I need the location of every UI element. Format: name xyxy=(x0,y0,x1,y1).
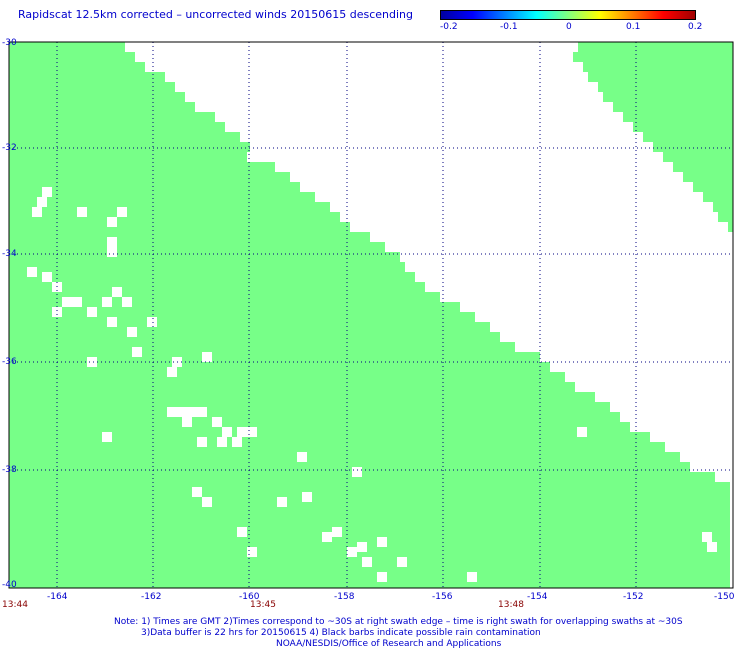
note-line: Note: 1) Times are GMT 2)Times correspon… xyxy=(114,617,683,627)
gap-cell xyxy=(237,527,247,537)
lat-label: -34 xyxy=(2,249,17,259)
gap-cell xyxy=(122,297,132,307)
gap-cell xyxy=(397,557,407,567)
gap-cell xyxy=(707,542,717,552)
gap-cell xyxy=(197,437,207,447)
gap-cell xyxy=(332,527,342,537)
gap-cell xyxy=(347,547,357,557)
gap-cell xyxy=(202,497,212,507)
gap-cell xyxy=(202,352,212,362)
gap-cell xyxy=(37,197,47,207)
colorbar-tick-label: 0 xyxy=(566,22,572,32)
note-line: 3)Data buffer is 22 hrs for 20150615 4) … xyxy=(141,628,541,638)
lon-label: -156 xyxy=(432,592,453,602)
time-label: 13:48 xyxy=(498,600,524,610)
gap-cell xyxy=(247,547,257,557)
gap-cell xyxy=(147,317,157,327)
gap-cell xyxy=(222,427,232,437)
gap-cell xyxy=(232,437,242,447)
colorbar-legend xyxy=(440,10,696,20)
gap-cell xyxy=(577,427,587,437)
note-line: NOAA/NESDIS/Office of Research and Appli… xyxy=(276,639,502,649)
lon-label: -158 xyxy=(334,592,355,602)
gap-cell xyxy=(107,237,117,247)
colorbar-tick-label: 0.1 xyxy=(626,22,641,32)
gap-cell xyxy=(357,542,367,552)
lat-label: -40 xyxy=(2,580,17,590)
gap-cell xyxy=(177,407,187,417)
lat-label: -30 xyxy=(2,38,17,48)
gap-cell xyxy=(702,532,712,542)
lon-label: -150 xyxy=(714,592,735,602)
gap-cell xyxy=(62,297,72,307)
gap-cell xyxy=(167,367,177,377)
gap-cell xyxy=(102,297,112,307)
gap-cell xyxy=(42,272,52,282)
map-title: Rapidscat 12.5km corrected – uncorrected… xyxy=(18,8,414,21)
lon-label: -154 xyxy=(527,592,548,602)
lat-label: -32 xyxy=(2,143,17,153)
gap-cell xyxy=(212,417,222,427)
gap-cell xyxy=(197,407,207,417)
lon-label: -164 xyxy=(47,592,68,602)
gap-cell xyxy=(87,357,97,367)
gap-cell xyxy=(377,537,387,547)
gap-cell xyxy=(247,152,257,162)
gap-cell xyxy=(217,437,227,447)
gap-cell xyxy=(192,487,202,497)
gap-cell xyxy=(42,187,52,197)
swath-right-region xyxy=(573,42,733,232)
colorbar-tick-label: 0.2 xyxy=(688,22,703,32)
map-frame xyxy=(8,41,734,589)
gap-cell xyxy=(32,207,42,217)
colorbar-tick-label: -0.1 xyxy=(500,22,518,32)
gap-cell xyxy=(132,347,142,357)
gap-cell xyxy=(77,207,87,217)
gap-cell xyxy=(72,297,82,307)
lon-label: -162 xyxy=(141,592,162,602)
gap-cell xyxy=(117,207,127,217)
gap-cell xyxy=(302,492,312,502)
gap-cell xyxy=(322,532,332,542)
time-label: 13:44 xyxy=(2,600,28,610)
swath-main-region xyxy=(9,42,730,588)
gap-cell xyxy=(237,427,247,437)
gap-cell xyxy=(182,417,192,427)
gap-cell xyxy=(107,317,117,327)
time-label: 13:45 xyxy=(250,600,276,610)
colorbar-tick-label: -0.2 xyxy=(440,22,458,32)
gap-cell xyxy=(112,287,122,297)
lat-lon-grid xyxy=(9,42,733,588)
gap-cell xyxy=(167,407,177,417)
lat-label: -36 xyxy=(2,357,17,367)
gap-cell xyxy=(467,572,477,582)
lat-label: -38 xyxy=(2,465,17,475)
lon-label: -160 xyxy=(239,592,260,602)
gap-cell xyxy=(52,307,62,317)
gap-cell xyxy=(107,247,117,257)
gap-cell xyxy=(127,327,137,337)
gap-cell xyxy=(187,407,197,417)
gap-cell xyxy=(247,427,257,437)
gap-cell xyxy=(297,452,307,462)
gap-cell xyxy=(362,557,372,567)
lon-label: -152 xyxy=(623,592,644,602)
data-gap-cells xyxy=(27,152,717,582)
gap-cell xyxy=(27,267,37,277)
gap-cell xyxy=(107,217,117,227)
gap-cell xyxy=(87,307,97,317)
gap-cell xyxy=(277,497,287,507)
gap-cell xyxy=(352,467,362,477)
gap-cell xyxy=(102,432,112,442)
gap-cell xyxy=(377,572,387,582)
